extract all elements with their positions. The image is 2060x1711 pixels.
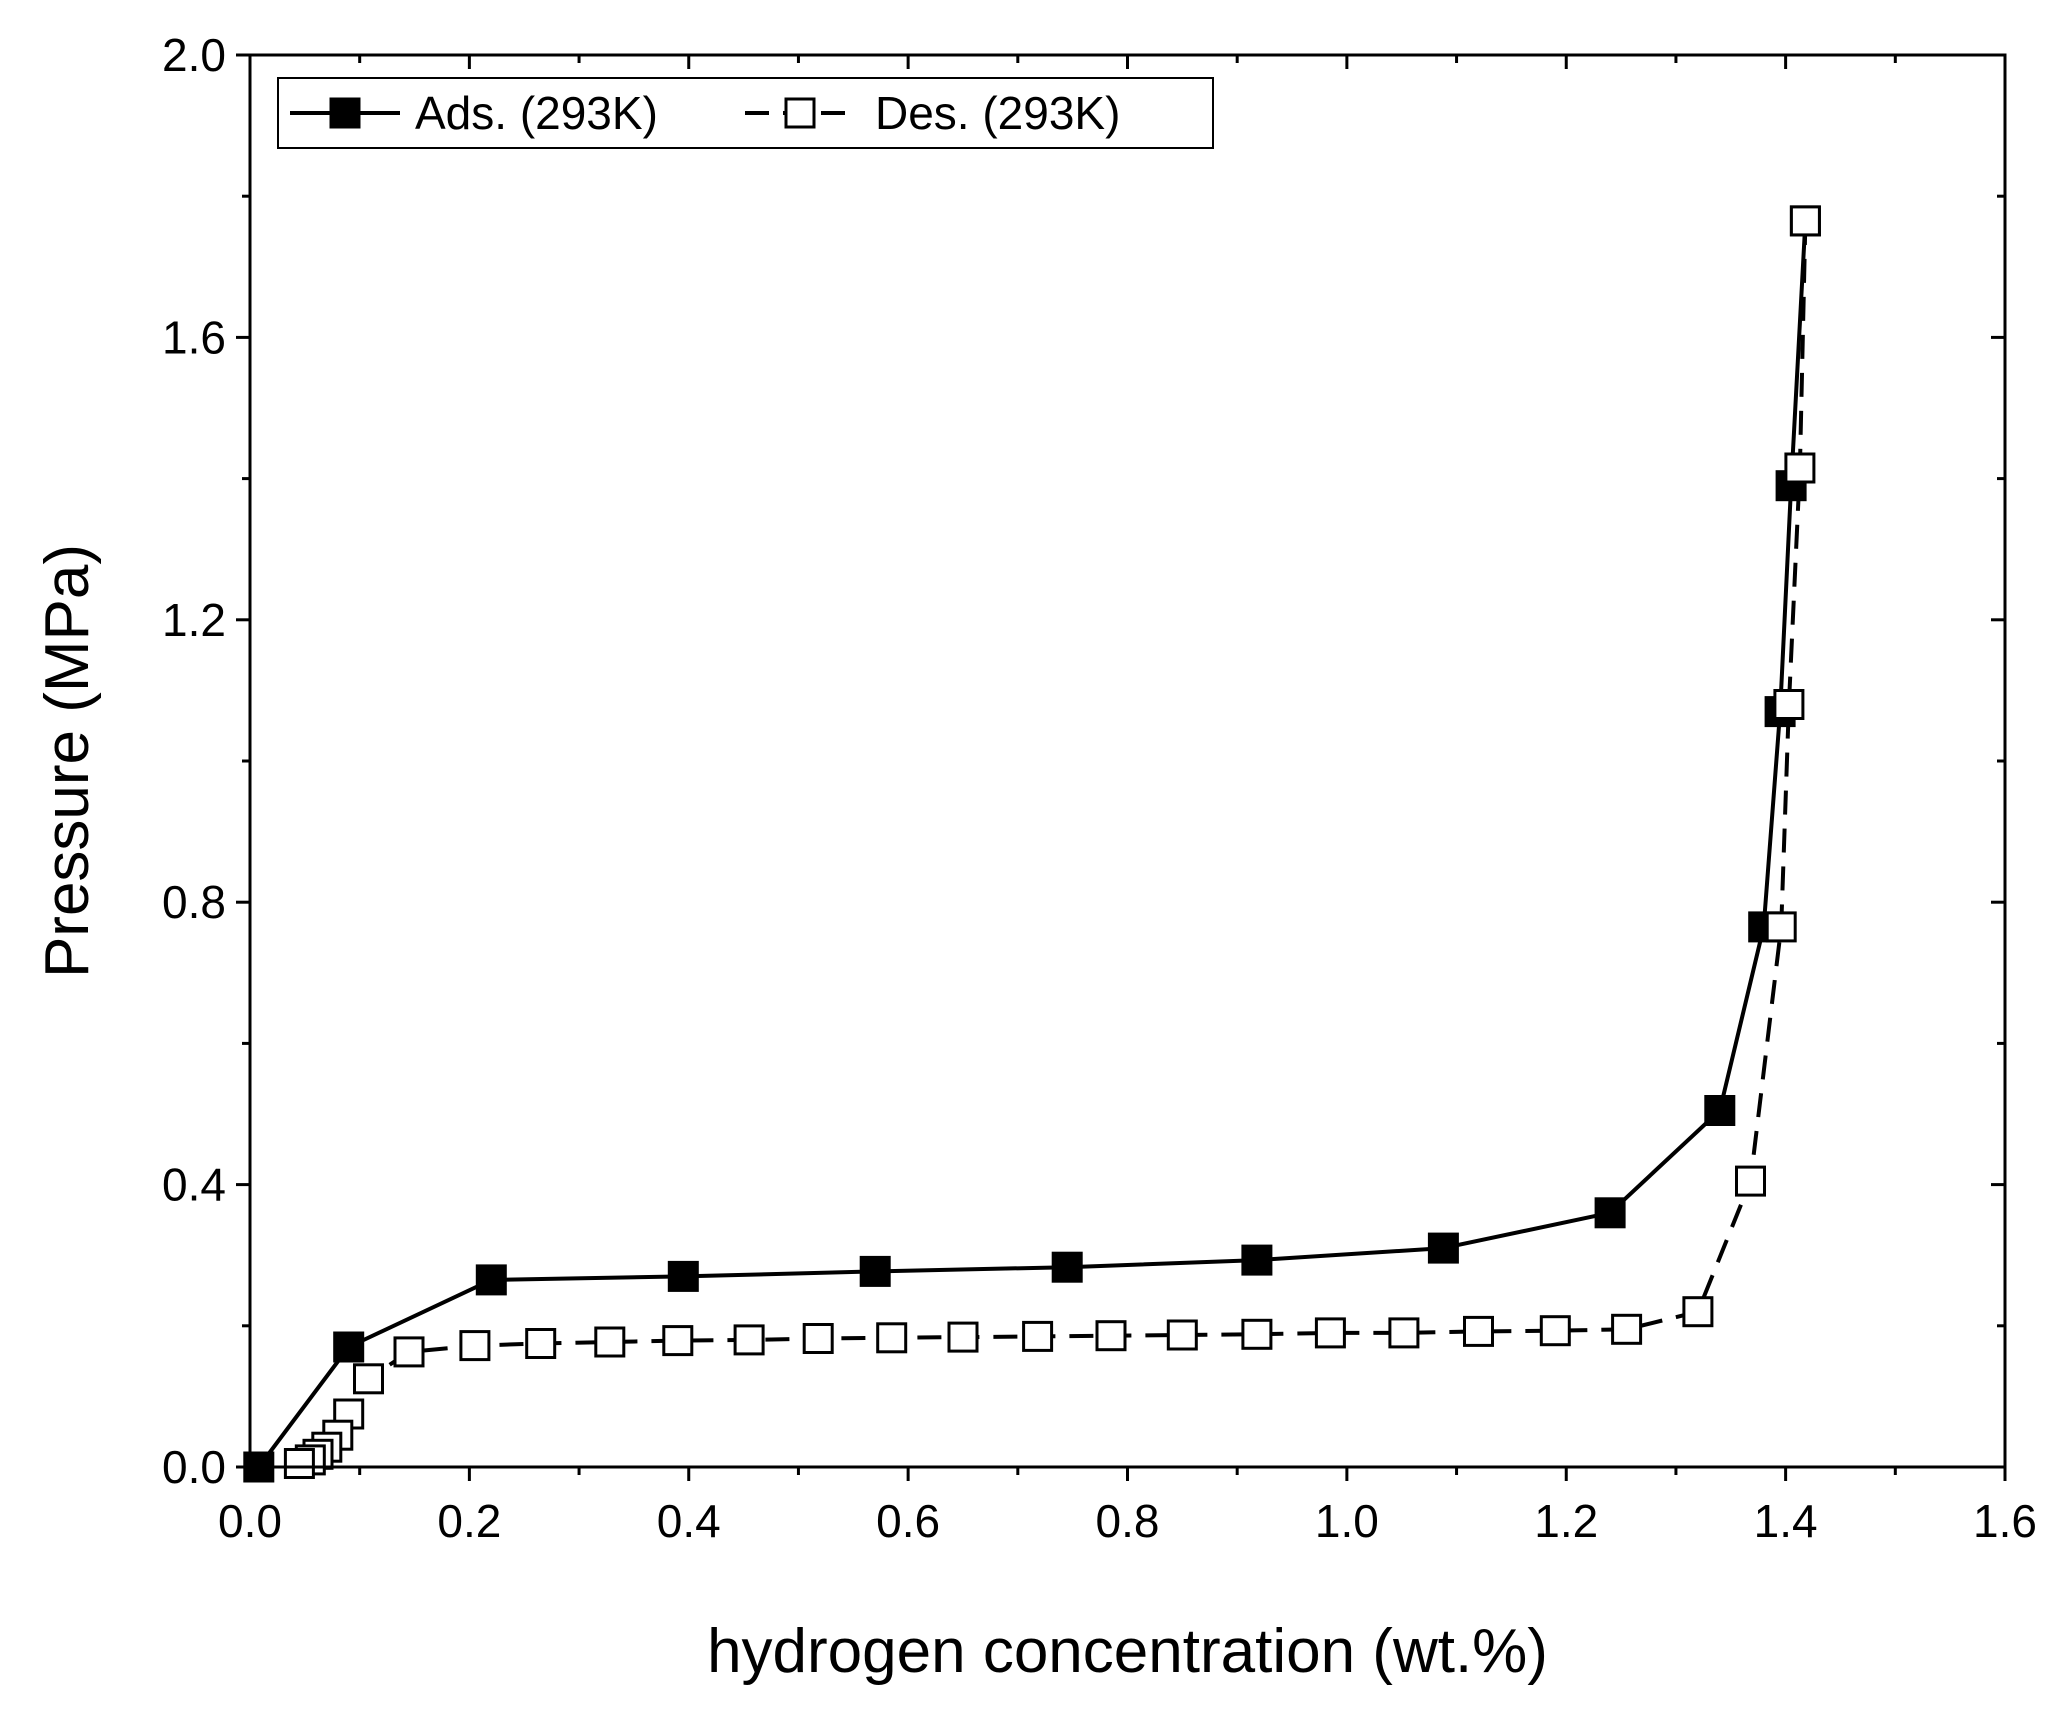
- des-data-point: [1789, 205, 1821, 237]
- x-tick-label: 0.8: [1096, 1495, 1160, 1547]
- des-data-point: [594, 1326, 626, 1358]
- legend: Ads. (293K) Des. (293K): [277, 77, 1214, 149]
- x-axis-title: hydrogen concentration (wt.%): [707, 1617, 1548, 1686]
- des-data-point: [1611, 1313, 1643, 1345]
- ads-data-point: [1594, 1197, 1626, 1229]
- des-data-point: [1784, 452, 1816, 484]
- des-data-point: [1463, 1315, 1494, 1347]
- des-data-point: [525, 1328, 557, 1359]
- ads-data-point: [1704, 1095, 1736, 1126]
- x-tick-label: 0.2: [437, 1495, 501, 1547]
- des-data-point: [1773, 689, 1805, 720]
- des-data-point: [1765, 911, 1797, 943]
- x-tick-label: 1.6: [1973, 1495, 2037, 1547]
- x-tick-label: 1.0: [1315, 1495, 1379, 1547]
- x-tick-label: 0.6: [876, 1495, 940, 1547]
- ads-data-point: [859, 1255, 891, 1287]
- des-data-point: [947, 1321, 979, 1353]
- series-layer: [243, 205, 1821, 1483]
- des-data-point: [393, 1336, 425, 1368]
- legend-label-des: Des. (293K): [875, 87, 1120, 139]
- ads-data-point: [1241, 1244, 1273, 1276]
- x-tick-label: 0.4: [657, 1495, 721, 1547]
- legend-marker-des: [784, 97, 816, 129]
- ads-data-point: [333, 1331, 365, 1363]
- y-tick-label: 0.8: [162, 876, 226, 928]
- x-tick-label: 1.2: [1534, 1495, 1598, 1547]
- des-data-point: [662, 1325, 694, 1357]
- des-data-point: [459, 1330, 491, 1362]
- des-data-point: [1095, 1320, 1127, 1352]
- ads-data-point: [667, 1260, 699, 1292]
- des-data-point: [283, 1448, 315, 1479]
- legend-label-ads: Ads. (293K): [415, 87, 658, 139]
- des-data-point: [1022, 1320, 1054, 1352]
- des-data-point: [876, 1322, 908, 1354]
- des-data-point: [1735, 1165, 1766, 1197]
- y-tick-label: 2.0: [162, 29, 226, 81]
- y-tick-label: 0.4: [162, 1159, 226, 1211]
- des-data-point: [802, 1323, 834, 1354]
- y-axis-title: Pressure (MPa): [33, 544, 102, 978]
- series-line-ads: [257, 220, 1808, 1469]
- y-tick-label: 1.2: [162, 594, 226, 646]
- x-tick-label: 0.0: [218, 1495, 282, 1547]
- des-data-point: [1166, 1319, 1198, 1351]
- des-data-point: [1682, 1296, 1714, 1328]
- des-data-point: [733, 1324, 765, 1356]
- y-tick-label: 1.6: [162, 311, 226, 363]
- des-data-point: [1388, 1317, 1420, 1349]
- y-tick-label: 0.0: [162, 1441, 226, 1493]
- des-data-point: [1539, 1315, 1571, 1347]
- ads-data-point: [475, 1264, 507, 1296]
- des-data-point: [353, 1363, 384, 1395]
- des-data-point: [1241, 1318, 1273, 1350]
- plot-frame: [248, 53, 2007, 1469]
- legend-marker-ads: [329, 97, 361, 129]
- des-data-point: [1314, 1317, 1346, 1349]
- axes-layer: 0.0 0.2 0.4 0.6 0.8 1.0 1.2 1.4 1.6 0.0 0.4 0.8 1.2 1…: [162, 29, 2037, 1547]
- ads-data-point: [1051, 1251, 1083, 1283]
- x-tick-label: 1.4: [1754, 1495, 1818, 1547]
- ads-data-point: [1427, 1232, 1459, 1264]
